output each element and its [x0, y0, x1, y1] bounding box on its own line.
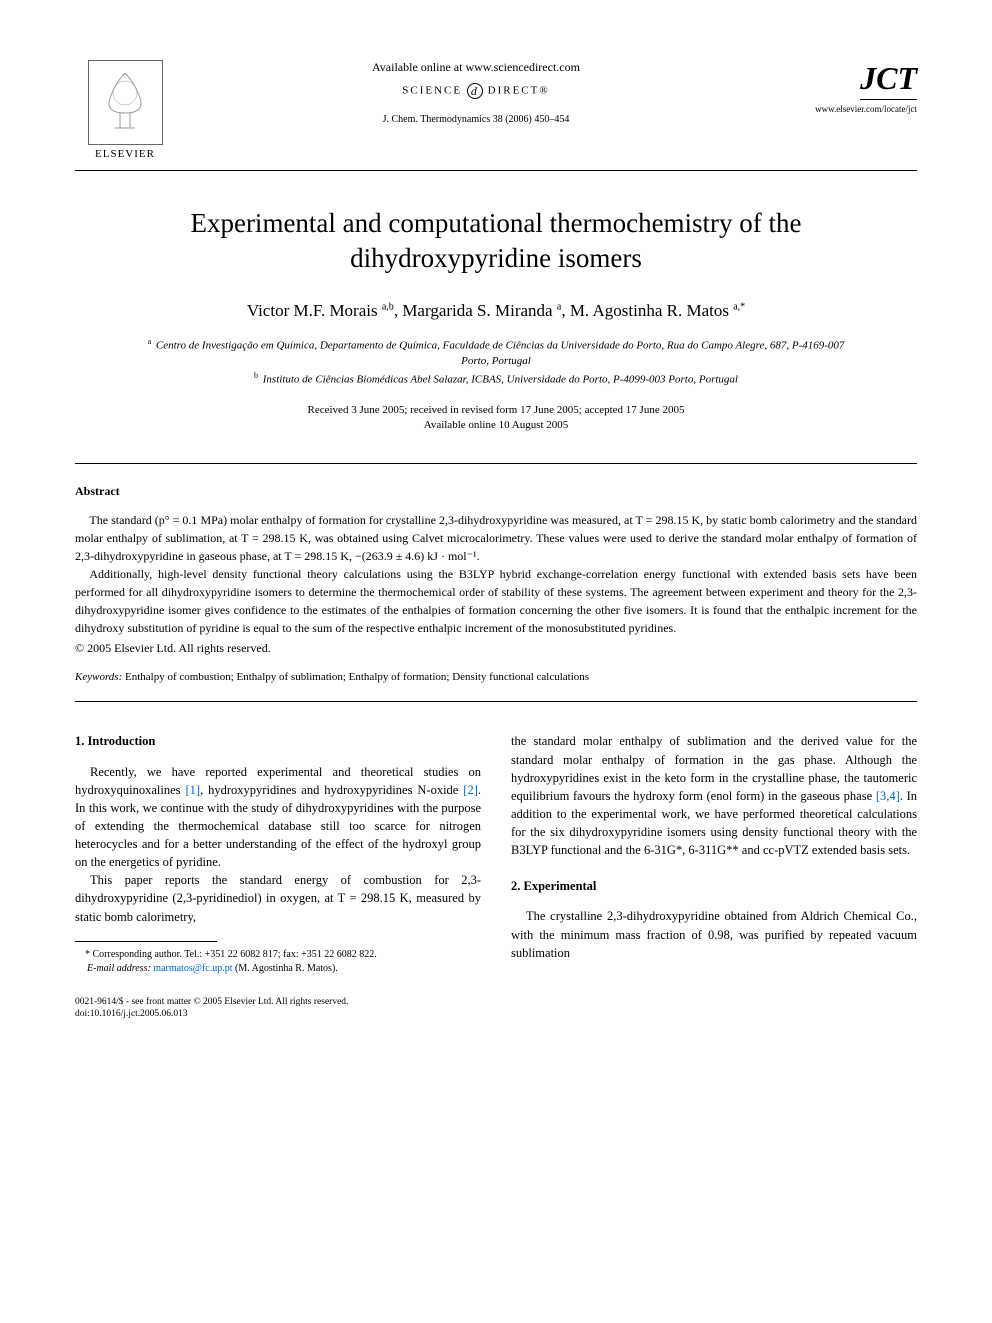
journal-citation: J. Chem. Thermodynamics 38 (2006) 450–45…	[175, 114, 777, 125]
aff-a-text: Centro de Investigação em Química, Depar…	[153, 340, 844, 367]
elsevier-logo-block: ELSEVIER	[75, 60, 175, 160]
keywords-text: Enthalpy of combustion; Enthalpy of subl…	[125, 671, 589, 683]
aff-a-sup: a	[148, 337, 152, 346]
article-dates: Received 3 June 2005; received in revise…	[75, 403, 917, 434]
intro-p2: This paper reports the standard energy o…	[75, 871, 481, 925]
article-title: Experimental and computational thermoche…	[155, 206, 837, 276]
affiliation-b: b Instituto de Ciências Biomédicas Abel …	[135, 370, 857, 388]
sd-pre: SCIENCE	[402, 85, 462, 97]
available-date: Available online 10 August 2005	[75, 418, 917, 433]
abstract-text: The standard (p° = 0.1 MPa) molar enthal…	[75, 511, 917, 637]
intro-p1: Recently, we have reported experimental …	[75, 763, 481, 872]
author-1-sup: a,b	[382, 302, 394, 313]
keywords-label: Keywords:	[75, 671, 125, 683]
received-date: Received 3 June 2005; received in revise…	[75, 403, 917, 418]
email-footnote: E-mail address: marmatos@fc.up.pt (M. Ag…	[75, 962, 481, 976]
author-3-sup: a,*	[733, 302, 745, 313]
abstract-p2: Additionally, high-level density functio…	[75, 565, 917, 637]
experimental-heading: 2. Experimental	[511, 877, 917, 895]
author-1: Victor M.F. Morais	[247, 301, 382, 320]
footer-block: 0021-9614/$ - see front matter © 2005 El…	[75, 996, 481, 1021]
jct-logo: JCT	[860, 60, 917, 100]
available-online-text: Available online at www.sciencedirect.co…	[175, 60, 777, 75]
author-3: , M. Agostinha R. Matos	[561, 301, 733, 320]
abstract-heading: Abstract	[75, 484, 917, 499]
email-link[interactable]: marmatos@fc.up.pt	[153, 963, 232, 974]
jct-block: JCT www.elsevier.com/locate/jct	[777, 60, 917, 114]
elsevier-tree-icon	[88, 60, 163, 145]
ref-link-34[interactable]: [3,4]	[876, 789, 900, 803]
aff-b-text: Instituto de Ciências Biomédicas Abel Sa…	[260, 373, 738, 385]
abstract-p1: The standard (p° = 0.1 MPa) molar enthal…	[75, 511, 917, 565]
footnote-divider	[75, 941, 217, 942]
exp-p1: The crystalline 2,3-dihydroxypyridine ob…	[511, 907, 917, 961]
footer-line2: doi:10.1016/j.jct.2005.06.013	[75, 1008, 481, 1020]
col2-p1-a: the standard molar enthalpy of sublimati…	[511, 734, 917, 802]
authors-line: Victor M.F. Morais a,b, Margarida S. Mir…	[75, 301, 917, 321]
body-columns: 1. Introduction Recently, we have report…	[75, 732, 917, 1020]
ref-link-2[interactable]: [2]	[463, 783, 478, 797]
center-header: Available online at www.sciencedirect.co…	[175, 60, 777, 125]
sd-d-icon: d	[467, 83, 483, 99]
author-2: , Margarida S. Miranda	[394, 301, 557, 320]
corresponding-footnote: * Corresponding author. Tel.: +351 22 60…	[75, 948, 481, 962]
affiliation-a: a Centro de Investigação em Química, Dep…	[135, 336, 857, 369]
copyright-line: © 2005 Elsevier Ltd. All rights reserved…	[75, 641, 917, 656]
abstract-section: Abstract The standard (p° = 0.1 MPa) mol…	[75, 463, 917, 702]
elsevier-text: ELSEVIER	[95, 148, 155, 160]
intro-p1-b: , hydroxypyridines and hydroxypyridines …	[200, 783, 463, 797]
science-direct-logo: SCIENCE d DIRECT®	[175, 83, 777, 99]
sd-post: DIRECT®	[488, 85, 550, 97]
left-column: 1. Introduction Recently, we have report…	[75, 732, 481, 1020]
keywords-line: Keywords: Enthalpy of combustion; Enthal…	[75, 671, 917, 702]
intro-heading: 1. Introduction	[75, 732, 481, 750]
aff-b-sup: b	[254, 371, 258, 380]
affiliations: a Centro de Investigação em Química, Dep…	[135, 336, 857, 387]
right-column: the standard molar enthalpy of sublimati…	[511, 732, 917, 1020]
email-suffix: (M. Agostinha R. Matos).	[233, 963, 338, 974]
ref-link-1[interactable]: [1]	[186, 783, 201, 797]
jct-url[interactable]: www.elsevier.com/locate/jct	[777, 104, 917, 114]
header-bar: ELSEVIER Available online at www.science…	[75, 60, 917, 171]
email-label: E-mail address:	[87, 963, 153, 974]
footer-line1: 0021-9614/$ - see front matter © 2005 El…	[75, 996, 481, 1008]
col2-p1: the standard molar enthalpy of sublimati…	[511, 732, 917, 859]
